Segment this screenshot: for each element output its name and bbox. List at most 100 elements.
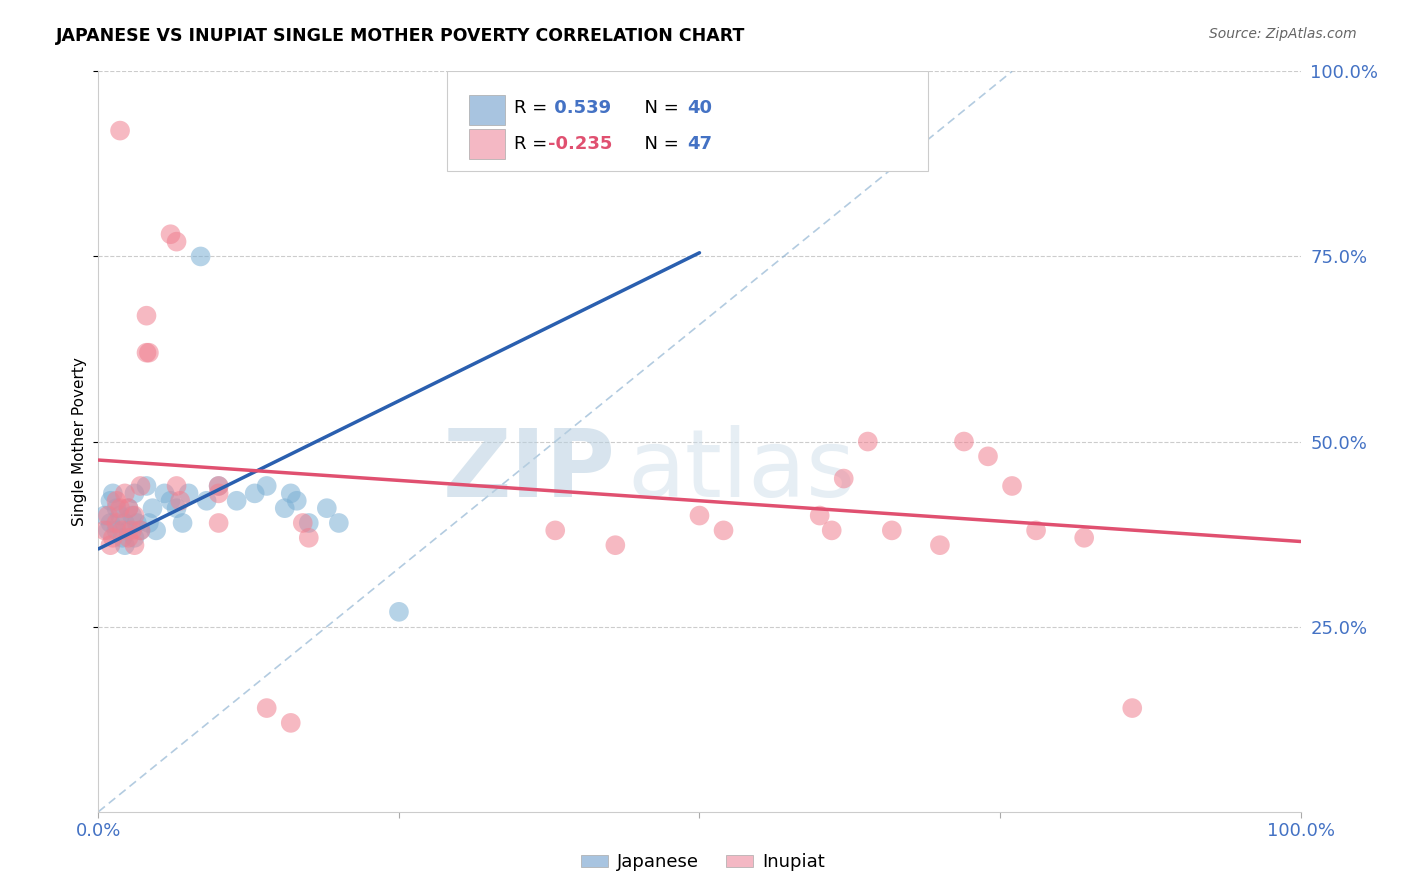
Point bbox=[166, 235, 188, 249]
Point bbox=[153, 486, 176, 500]
Text: 40: 40 bbox=[688, 99, 713, 118]
Point bbox=[93, 508, 115, 523]
Point bbox=[256, 701, 278, 715]
Point bbox=[101, 531, 124, 545]
FancyBboxPatch shape bbox=[468, 129, 505, 159]
Point bbox=[117, 524, 139, 538]
Point bbox=[108, 508, 131, 523]
Point bbox=[117, 501, 139, 516]
Point bbox=[208, 479, 231, 493]
Point bbox=[1001, 479, 1024, 493]
Text: JAPANESE VS INUPIAT SINGLE MOTHER POVERTY CORRELATION CHART: JAPANESE VS INUPIAT SINGLE MOTHER POVERT… bbox=[56, 27, 745, 45]
Point bbox=[100, 516, 122, 530]
Point bbox=[100, 538, 122, 552]
Point bbox=[1025, 524, 1047, 538]
Point bbox=[138, 345, 160, 359]
Point bbox=[105, 524, 128, 538]
Point bbox=[298, 516, 321, 530]
Point bbox=[166, 501, 188, 516]
Point bbox=[977, 450, 1000, 464]
Point bbox=[114, 486, 136, 500]
FancyBboxPatch shape bbox=[468, 95, 505, 125]
Text: atlas: atlas bbox=[627, 425, 856, 517]
Point bbox=[135, 479, 157, 493]
Point bbox=[544, 524, 567, 538]
Point bbox=[129, 479, 152, 493]
Point bbox=[111, 531, 134, 545]
Point bbox=[117, 501, 139, 516]
Point bbox=[388, 605, 411, 619]
Point bbox=[114, 516, 136, 530]
Point bbox=[114, 538, 136, 552]
Point bbox=[121, 508, 143, 523]
Point bbox=[208, 486, 231, 500]
Point bbox=[856, 434, 879, 449]
Point bbox=[129, 524, 152, 538]
Point bbox=[177, 486, 200, 500]
Point bbox=[256, 479, 278, 493]
Point bbox=[953, 434, 976, 449]
Point bbox=[166, 479, 188, 493]
Point bbox=[328, 516, 350, 530]
Point bbox=[108, 123, 131, 137]
Point bbox=[243, 486, 266, 500]
Point bbox=[97, 508, 120, 523]
Point bbox=[315, 501, 337, 516]
Point bbox=[821, 524, 844, 538]
Text: N =: N = bbox=[633, 99, 685, 118]
Point bbox=[124, 508, 146, 523]
Point bbox=[605, 538, 627, 552]
Point bbox=[159, 493, 181, 508]
Text: R =: R = bbox=[515, 99, 554, 118]
Point bbox=[124, 486, 146, 500]
Point bbox=[1073, 531, 1095, 545]
Point bbox=[93, 524, 115, 538]
Point bbox=[159, 227, 181, 242]
Point bbox=[108, 501, 131, 516]
Point bbox=[291, 516, 314, 530]
Point bbox=[121, 524, 143, 538]
Point bbox=[172, 516, 194, 530]
Point bbox=[129, 524, 152, 538]
Text: ZIP: ZIP bbox=[443, 425, 616, 517]
Point bbox=[101, 486, 124, 500]
Point bbox=[117, 531, 139, 545]
Point bbox=[280, 486, 302, 500]
Point bbox=[285, 493, 308, 508]
Point bbox=[808, 508, 831, 523]
Point bbox=[1121, 701, 1143, 715]
Point bbox=[105, 501, 128, 516]
Point bbox=[195, 493, 218, 508]
Text: -0.235: -0.235 bbox=[548, 135, 613, 153]
Point bbox=[298, 531, 321, 545]
Text: 47: 47 bbox=[688, 135, 713, 153]
Point bbox=[688, 508, 710, 523]
Point bbox=[124, 538, 146, 552]
Point bbox=[208, 479, 231, 493]
Text: 0.539: 0.539 bbox=[548, 99, 612, 118]
Point bbox=[105, 493, 128, 508]
Point bbox=[97, 524, 120, 538]
Text: R =: R = bbox=[515, 135, 554, 153]
Point bbox=[145, 524, 167, 538]
Legend: Japanese, Inupiat: Japanese, Inupiat bbox=[574, 847, 832, 879]
Point bbox=[141, 501, 163, 516]
Point bbox=[274, 501, 297, 516]
Text: Source: ZipAtlas.com: Source: ZipAtlas.com bbox=[1209, 27, 1357, 41]
Point bbox=[280, 715, 302, 730]
Point bbox=[928, 538, 950, 552]
Text: N =: N = bbox=[633, 135, 685, 153]
Point bbox=[880, 524, 903, 538]
Point bbox=[208, 516, 231, 530]
Point bbox=[100, 493, 122, 508]
Point bbox=[135, 309, 157, 323]
Point bbox=[105, 516, 128, 530]
Y-axis label: Single Mother Poverty: Single Mother Poverty bbox=[72, 357, 87, 526]
Point bbox=[138, 516, 160, 530]
Point bbox=[111, 524, 134, 538]
Point bbox=[832, 471, 855, 485]
Point bbox=[225, 493, 247, 508]
Point bbox=[713, 524, 735, 538]
Point bbox=[135, 345, 157, 359]
FancyBboxPatch shape bbox=[447, 71, 928, 171]
